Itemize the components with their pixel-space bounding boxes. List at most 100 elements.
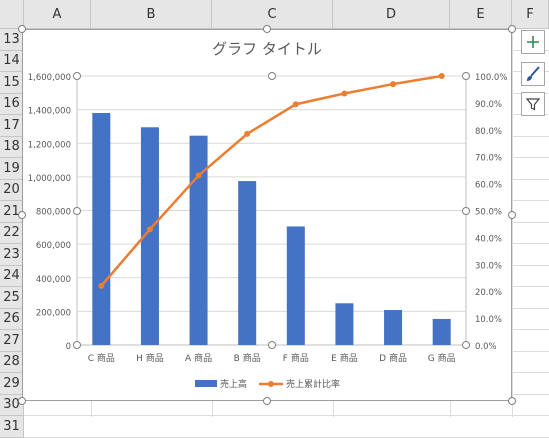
chart-title: グラフ タイトル [212, 40, 322, 58]
y-axis-tick-label: 400,000 [36, 275, 71, 285]
y2-axis-tick-label: 50.0% [475, 208, 502, 218]
y-axis-tick-label: 1,000,000 [28, 174, 71, 184]
y-axis-tick-label: 1,600,000 [28, 73, 71, 83]
column-header-a[interactable]: A [24, 0, 91, 29]
plot-area-resize-handle[interactable] [462, 72, 470, 80]
chart-area-resize-handle[interactable] [508, 25, 516, 33]
row-header-16[interactable]: 16 [0, 93, 24, 115]
chart-area-resize-handle[interactable] [18, 397, 26, 405]
y2-axis-tick-label: 60.0% [475, 181, 502, 191]
line-point [438, 73, 445, 79]
y-axis-tick-label: 0 [66, 342, 71, 352]
x-axis-tick-label: H 商品 [136, 352, 164, 364]
y-axis-tick-label: 1,200,000 [28, 140, 71, 150]
row-gridline [24, 415, 549, 416]
line-point [195, 172, 202, 179]
column-header-f[interactable]: F [512, 0, 549, 29]
y2-axis-tick-label: 30.0% [475, 261, 502, 271]
column-gridline [512, 29, 513, 417]
y-axis-tick-label: 800,000 [36, 208, 71, 218]
plus-icon [527, 36, 539, 48]
plot-area-resize-handle[interactable] [267, 72, 276, 80]
row-header-28[interactable]: 28 [0, 351, 24, 373]
bar [189, 135, 208, 345]
bar [384, 310, 403, 345]
column-header-b[interactable]: B [91, 0, 212, 29]
y2-axis-tick-label: 10.0% [475, 315, 502, 325]
chart-styles-button[interactable] [521, 62, 545, 86]
filter-icon [525, 98, 541, 111]
pareto-chart: グラフ タイトル 0 200,000 400,000 600,000 800,000 1,0… [28, 40, 508, 390]
line-point [244, 130, 251, 137]
y2-axis-tick-label: 90.0% [475, 100, 502, 110]
row-header-26[interactable]: 26 [0, 308, 24, 330]
chart-area-resize-handle[interactable] [263, 397, 271, 405]
legend-line-marker [268, 381, 274, 387]
chart-area-resize-handle[interactable] [18, 211, 26, 219]
plot-area-resize-handle[interactable] [73, 206, 81, 215]
row-header-13[interactable]: 13 [0, 29, 24, 51]
y-axis-tick-label: 1,400,000 [28, 107, 71, 117]
row-header-19[interactable]: 19 [0, 158, 24, 180]
bar [140, 127, 159, 345]
cumulative-ratio-line [100, 74, 442, 287]
row-header-15[interactable]: 15 [0, 72, 24, 94]
chart-area-resize-handle[interactable] [263, 25, 271, 33]
column-header-e[interactable]: E [450, 0, 512, 29]
x-axis-tick-label: F 商品 [283, 352, 309, 364]
row-header-24[interactable]: 24 [0, 265, 24, 287]
x-axis-tick-label: G 商品 [428, 352, 456, 364]
plot-area-resize-handle[interactable] [73, 341, 81, 349]
x-axis-tick-label: B 商品 [234, 352, 261, 364]
chart-elements-button[interactable] [521, 30, 545, 54]
y2-axis-tick-label: 20.0% [475, 288, 502, 298]
line-point [390, 81, 397, 88]
bar [238, 181, 257, 345]
bar [92, 112, 111, 345]
line-point [341, 90, 348, 97]
row-header-14[interactable]: 14 [0, 50, 24, 72]
x-axis-tick-label: D 商品 [379, 352, 407, 364]
bar [286, 226, 305, 345]
bar [432, 318, 451, 345]
y2-axis-tick-label: 0.0% [475, 342, 497, 352]
row-header-22[interactable]: 22 [0, 222, 24, 244]
brush-icon [527, 66, 540, 81]
column-header-c[interactable]: C [212, 0, 333, 29]
y2-axis-tick-label: 40.0% [475, 234, 502, 244]
x-axis-tick-label: E 商品 [331, 352, 358, 364]
chart-area[interactable]: グラフ タイトル 0 200,000 400,000 600,000 800,000 1,0… [22, 29, 512, 401]
legend-bar-label: 売上高 [220, 378, 247, 390]
x-axis-tick-label: C 商品 [88, 352, 115, 364]
row-header-23[interactable]: 23 [0, 244, 24, 266]
bar [335, 303, 354, 345]
chart-area-resize-handle[interactable] [18, 25, 26, 33]
plot-area-resize-handle[interactable] [73, 72, 81, 80]
row-header-29[interactable]: 29 [0, 373, 24, 395]
row-header-20[interactable]: 20 [0, 179, 24, 201]
select-all-corner[interactable] [0, 0, 24, 29]
column-header-d[interactable]: D [333, 0, 450, 29]
y2-axis-tick-label: 80.0% [475, 127, 502, 137]
chart-area-resize-handle[interactable] [508, 211, 516, 219]
legend-bar-swatch [195, 380, 217, 387]
legend-line-label: 売上累計比率 [286, 378, 340, 390]
plot-area-resize-handle[interactable] [462, 341, 470, 349]
line-point [98, 282, 105, 289]
y2-axis-tick-label: 100.0% [475, 73, 507, 83]
line-point [146, 226, 153, 233]
y2-axis-tick-label: 70.0% [475, 154, 502, 164]
x-axis-tick-label: A 商品 [185, 352, 212, 364]
row-header-31[interactable]: 31 [0, 416, 24, 438]
row-header-25[interactable]: 25 [0, 287, 24, 309]
plot-area-resize-handle[interactable] [462, 206, 470, 215]
plot-area-resize-handle[interactable] [267, 341, 276, 349]
y-axis-tick-label: 200,000 [36, 308, 71, 318]
line-point [292, 101, 299, 108]
chart-filters-button[interactable] [521, 92, 545, 116]
chart-area-resize-handle[interactable] [508, 397, 516, 405]
row-header-17[interactable]: 17 [0, 115, 24, 137]
row-header-27[interactable]: 27 [0, 330, 24, 352]
y-axis-tick-label: 600,000 [36, 241, 71, 251]
row-header-18[interactable]: 18 [0, 136, 24, 158]
